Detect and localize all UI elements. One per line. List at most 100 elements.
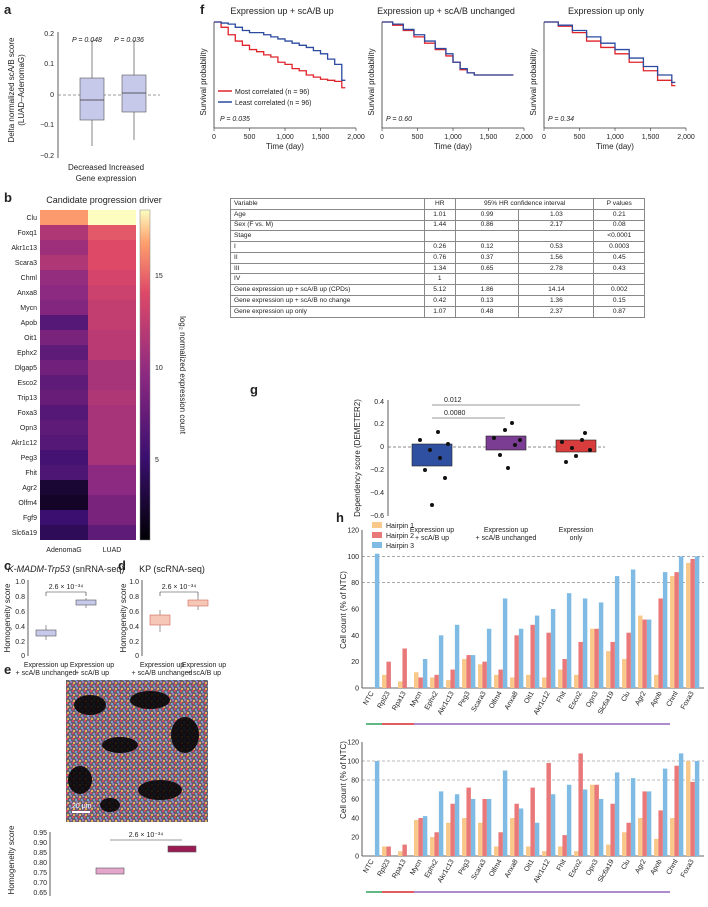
heatmap-cell: [88, 315, 136, 330]
hairpin-bar: [694, 761, 700, 856]
a-p-right: P = 0.036: [114, 37, 144, 44]
g-points: [418, 421, 592, 507]
h-legend-swatch-1: [372, 522, 382, 528]
hairpin-bar: [438, 791, 444, 856]
heatmap-cell: [40, 375, 88, 390]
h-legend-2: Hairpin 2: [386, 533, 414, 540]
heatmap-cell: [88, 450, 136, 465]
heatmap-cell: [88, 405, 136, 420]
hairpin-bar: [550, 609, 556, 688]
heatmap-cell: [88, 345, 136, 360]
hairpin-bar: [558, 846, 563, 856]
g-cat2-1: Expression up: [484, 527, 528, 534]
g-cat3-1: Expression: [559, 527, 594, 534]
hairpin-bar: [678, 556, 684, 688]
a-ytick: 0: [50, 92, 54, 99]
e-box-up: [167, 845, 197, 853]
d-ytick: 0: [135, 653, 139, 660]
hairpin-bar: [562, 835, 567, 856]
f-km-plot-2: 0 500 1,000 1,500 2,000 Time (day): [380, 21, 533, 151]
heatmap-cell: [40, 510, 88, 525]
panel-label-e: e: [4, 662, 11, 677]
a-xlabel-2: Gene expression: [76, 174, 136, 183]
h-gene-label: Rpl23: [377, 858, 392, 877]
heatmap-cell: [88, 225, 136, 240]
c-ytick: 0.4: [15, 624, 25, 631]
b-cbar-tick: 10: [155, 365, 163, 372]
table-cell: III: [230, 262, 425, 275]
hairpin-bar: [386, 846, 391, 856]
cox-table: Variable HR 95% HR confidence interval P…: [230, 198, 645, 318]
heatmap-cell: [40, 330, 88, 345]
heatmap-row-label: Foxq1: [18, 230, 38, 237]
h-gene-label: Oit1: [523, 690, 536, 705]
f-km-plot-1: 0 500 1,000 1,500 2,000 Time (day): [212, 21, 365, 151]
hairpin-bar: [594, 628, 599, 688]
f-ylabel-3: Survival probability: [529, 48, 538, 115]
h-gene-label: Foxa3: [680, 690, 696, 710]
heatmap-row-label: Mycn: [20, 305, 37, 312]
km-xtick: 1,000: [444, 134, 462, 141]
e-ylabel: Homogeneity score: [7, 825, 16, 894]
hairpin-bar: [462, 818, 467, 856]
a-box-increased: [121, 74, 147, 113]
hairpin-bar: [418, 818, 423, 856]
hairpin-bar: [590, 628, 595, 688]
hairpin-bar: [494, 846, 499, 856]
g-ytick: −0.4: [370, 490, 384, 497]
hairpin-bar: [478, 664, 483, 688]
hairpin-bar: [482, 661, 487, 688]
hairpin-bar: [402, 844, 407, 856]
c-box-up: [75, 599, 97, 606]
table-row: IV 1: [230, 273, 645, 286]
hairpin-bar: [546, 762, 551, 856]
table-cell: [454, 273, 520, 286]
km-curve: [382, 21, 514, 76]
e-ytick: 0.85: [33, 850, 47, 857]
g-cat1-2: + scA/B up: [415, 535, 449, 542]
heatmap-cell: [88, 240, 136, 255]
h-gene-label: Oit1: [523, 858, 536, 873]
km-xtick: 500: [412, 134, 424, 141]
hairpin-bar: [526, 846, 531, 856]
heatmap-cell: [88, 390, 136, 405]
h-legend-swatch-3: [372, 542, 382, 548]
heatmap-cell: [40, 495, 88, 510]
hairpin-bar: [518, 628, 524, 688]
heatmap-row-label: Fgf9: [23, 515, 37, 522]
h-ytick: 60: [351, 797, 359, 804]
table-cell: Stage: [230, 230, 425, 243]
c-ytick: 0.8: [15, 594, 25, 601]
hairpin-bar: [606, 844, 611, 856]
table-cell: 1.34: [423, 262, 456, 275]
h-gene-label: Akr1c12: [533, 690, 552, 716]
hairpin-bar: [578, 641, 583, 688]
h-gene-label: Fhit: [556, 858, 568, 872]
hairpin-bar: [562, 659, 567, 688]
b-cbar-tick: 15: [155, 273, 163, 280]
hairpin-bar: [690, 781, 695, 856]
panel-label-a: a: [4, 2, 12, 17]
heatmap-cell: [40, 435, 88, 450]
table-cell: 0.43: [593, 262, 645, 275]
km-curve: [214, 21, 346, 81]
table-cell: [593, 273, 645, 286]
hairpin-bar: [654, 838, 659, 856]
table-cell: [423, 230, 456, 243]
table-cell: Gene expression up + scA/B up (CPDs): [230, 284, 425, 297]
h-ylabel-top: Cell count (% of NTC): [339, 571, 348, 649]
a-p-left: P = 0.048: [72, 37, 102, 44]
table-cell: II: [230, 251, 425, 264]
table-cell: Sex (F vs. M): [230, 219, 425, 232]
h-ytick: 0: [355, 854, 359, 861]
h-gene-label: Ephx2: [424, 858, 440, 879]
panel-label-c: c: [4, 558, 11, 573]
h-ytick: 100: [347, 759, 359, 766]
panel-label-d: d: [118, 558, 126, 573]
panel-h: Hairpin 1 Hairpin 2 Hairpin 3 Cell count…: [339, 522, 704, 893]
panel-b: Candidate progression driver Clu Foxq1 Akr…: [11, 195, 187, 554]
h-legend-swatch-2: [372, 532, 382, 538]
hairpin-bar: [626, 822, 631, 856]
